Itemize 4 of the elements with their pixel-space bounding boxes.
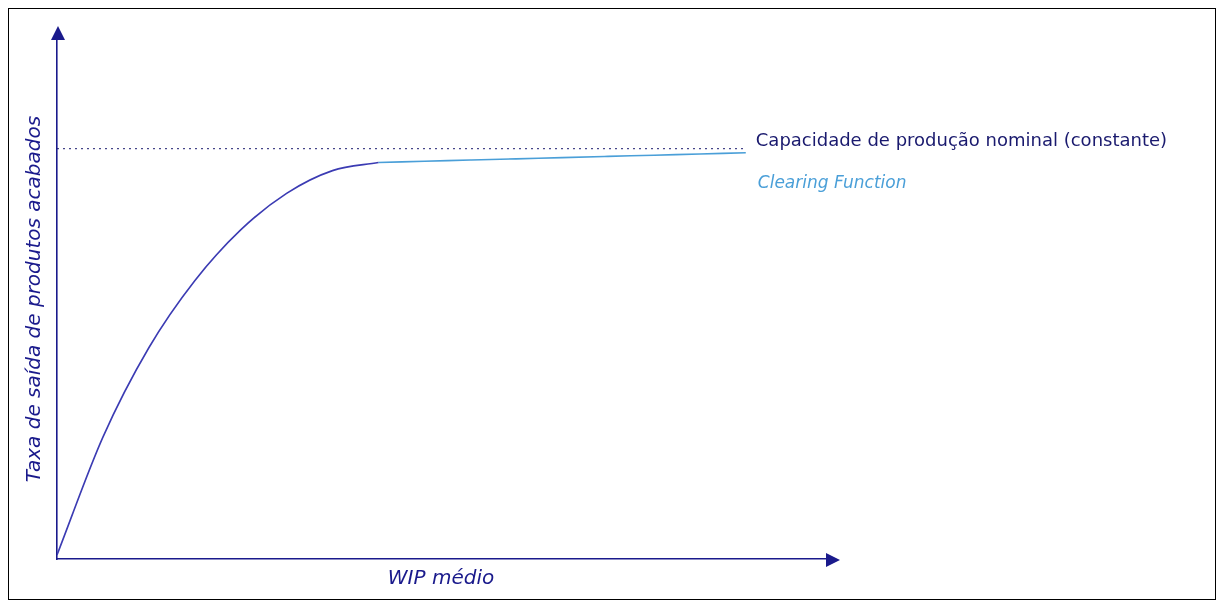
series-label: Clearing Function bbox=[757, 171, 907, 192]
ref-line-label: Capacidade de produção nominal (constante) bbox=[755, 129, 1168, 151]
x-axis-title: WIP médio bbox=[387, 565, 495, 590]
y-axis-title: Taxa de saída de produtos acabados bbox=[21, 115, 46, 483]
